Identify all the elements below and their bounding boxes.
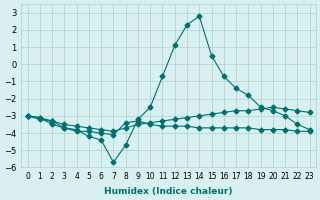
X-axis label: Humidex (Indice chaleur): Humidex (Indice chaleur)	[104, 187, 233, 196]
